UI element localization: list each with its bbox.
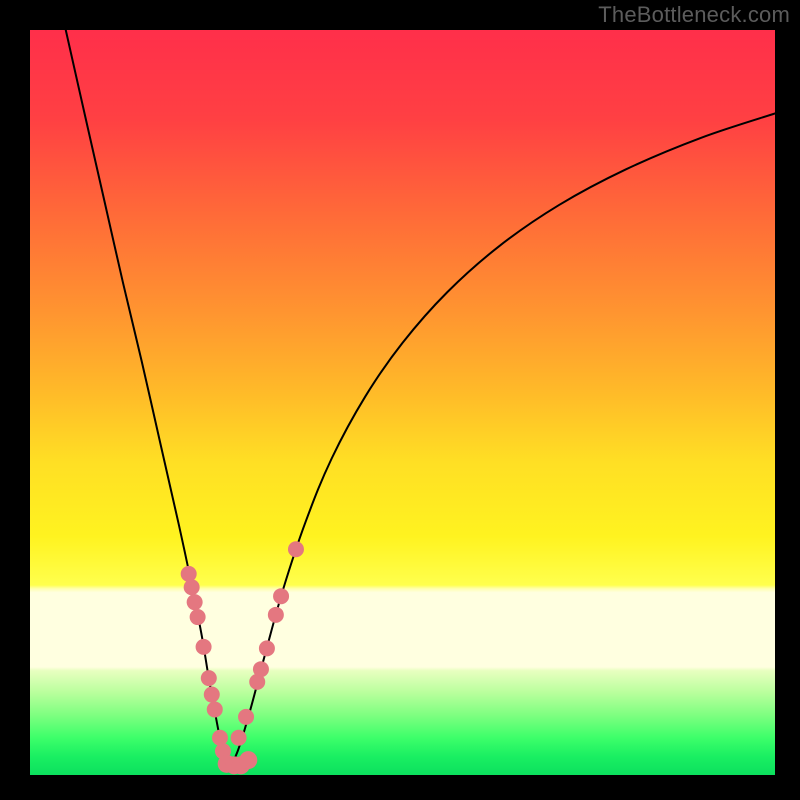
data-marker [196,639,212,655]
data-marker [238,709,254,725]
chart-container: TheBottleneck.com [0,0,800,800]
data-marker [181,566,197,582]
data-marker [288,541,304,557]
data-marker [184,579,200,595]
data-marker [231,730,247,746]
data-marker [187,594,203,610]
chart-svg [30,30,775,775]
data-marker [207,701,223,717]
data-marker [212,730,228,746]
data-marker [253,661,269,677]
data-marker [273,588,289,604]
gradient-background [30,30,775,775]
watermark-text: TheBottleneck.com [598,2,790,28]
plot-area [30,30,775,775]
data-marker [239,751,257,769]
data-marker [190,609,206,625]
data-marker [201,670,217,686]
data-marker [204,687,220,703]
data-marker [259,640,275,656]
data-marker [268,607,284,623]
